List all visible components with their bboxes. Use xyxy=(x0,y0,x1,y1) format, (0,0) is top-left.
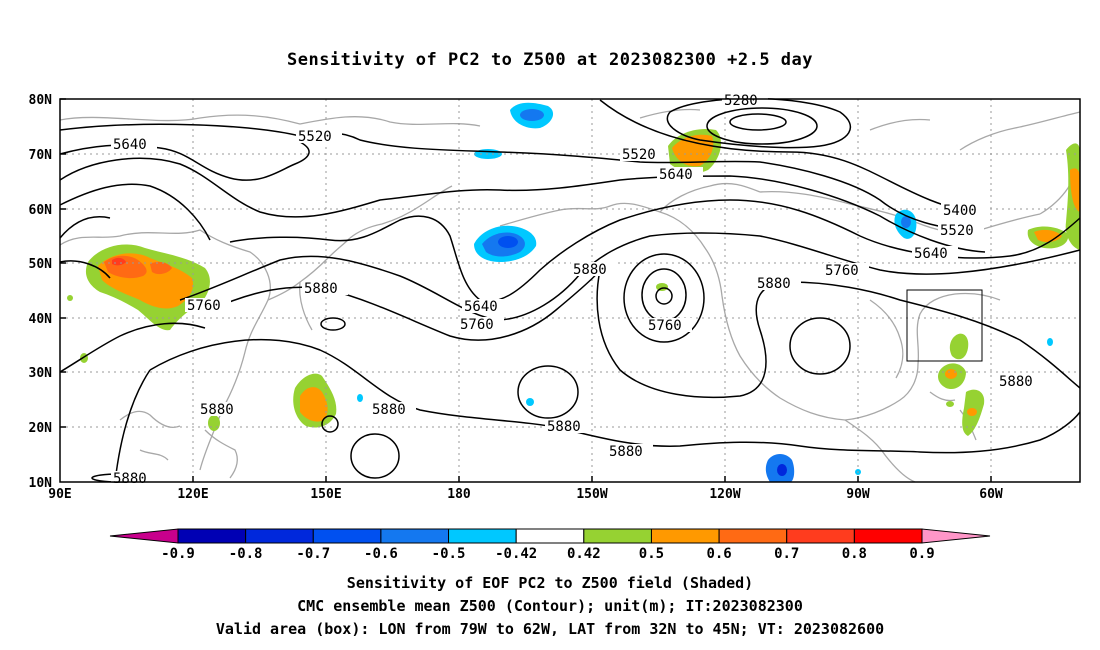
axis-ticks xyxy=(60,98,992,482)
footer-caption-valid-area: Valid area (box): LON from 79W to 62W, L… xyxy=(215,620,885,638)
contour-labels: 5280 5520 5520 5640 5640 5400 5520 5640 … xyxy=(111,93,1043,487)
colorbar-swatch xyxy=(718,528,788,544)
colorbar-tick-label: 0.5 xyxy=(639,546,664,562)
colorbar-tick-label: -0.7 xyxy=(296,546,330,562)
lon-label: 150W xyxy=(576,487,607,502)
contour-label: 5520 xyxy=(940,223,974,239)
footer-caption-shading: Sensitivity of EOF PC2 to Z500 field (Sh… xyxy=(346,574,754,592)
colorbar-swatch xyxy=(650,528,720,544)
lon-labels: 90E 120E 150E 180 150W 120W 90W 60W xyxy=(48,487,1003,502)
colorbar-swatch xyxy=(380,528,450,544)
map-frame xyxy=(59,98,1081,483)
gridlines xyxy=(60,99,1080,482)
contour-label: 5760 xyxy=(460,317,494,333)
contour-label: 5880 xyxy=(304,281,338,297)
map-panel: 5280 5520 5520 5640 5640 5400 5520 5640 … xyxy=(29,93,1081,502)
colorbar-tick-label: 0.42 xyxy=(567,546,601,562)
colorbar-tick-label: 0.7 xyxy=(774,546,799,562)
contour-label: 5880 xyxy=(573,262,607,278)
lat-label: 70N xyxy=(29,148,53,163)
lat-label: 60N xyxy=(29,203,53,218)
colorbar-arrow-low xyxy=(109,528,179,544)
contour-label: 5520 xyxy=(298,129,332,145)
lat-label: 30N xyxy=(29,366,53,381)
lon-label: 90W xyxy=(846,487,870,502)
colorbar-tick-label: -0.42 xyxy=(495,546,537,562)
lon-label: 150E xyxy=(310,487,341,502)
lon-label: 60W xyxy=(979,487,1003,502)
colorbar-tick-label: -0.9 xyxy=(161,546,195,562)
coastlines xyxy=(59,108,1081,483)
contour-label: 5880 xyxy=(757,276,791,292)
colorbar-arrow-high xyxy=(921,528,991,544)
colorbar-swatch xyxy=(583,528,652,544)
map-title: Sensitivity of PC2 to Z500 at 2023082300… xyxy=(286,50,813,70)
colorbar-tick-label: 0.9 xyxy=(909,546,934,562)
contour-label: 5520 xyxy=(622,147,656,163)
colorbar-tick-label: -0.8 xyxy=(229,546,263,562)
contour-label: 5400 xyxy=(943,203,977,219)
colorbar-swatch xyxy=(177,528,247,544)
contour-label: 5880 xyxy=(547,419,581,435)
lon-label: 120W xyxy=(709,487,740,502)
colorbar-swatch xyxy=(245,528,314,544)
contour-label: 5640 xyxy=(113,137,147,153)
lat-label: 10N xyxy=(29,476,53,491)
colorbar: -0.9 -0.8 -0.7 -0.6 -0.5 -0.42 0.42 0.5 0.6 0.7 0.… xyxy=(109,528,991,562)
contour-label: 5880 xyxy=(113,471,147,487)
lon-label: 90E xyxy=(48,487,71,502)
lat-label: 50N xyxy=(29,257,53,272)
colorbar-tick-label: 0.6 xyxy=(706,546,731,562)
contour-label: 5640 xyxy=(914,246,948,262)
lat-labels: 80N 70N 60N 50N 40N 30N 20N 10N xyxy=(29,93,53,491)
colorbar-swatch xyxy=(515,528,585,544)
lat-label: 80N xyxy=(29,93,53,108)
contour-label: 5640 xyxy=(659,167,693,183)
contour-label: 5880 xyxy=(609,444,643,460)
contour-label: 5760 xyxy=(648,318,682,334)
lat-label: 20N xyxy=(29,421,53,436)
contour-label: 5880 xyxy=(200,402,234,418)
contour-label: 5880 xyxy=(372,402,406,418)
colorbar-swatch xyxy=(786,528,855,544)
colorbar-tick-label: 0.8 xyxy=(842,546,867,562)
colorbar-tick-label: -0.6 xyxy=(364,546,398,562)
contour-label: 5640 xyxy=(464,299,498,315)
lon-label: 120E xyxy=(177,487,208,502)
contour-label: 5880 xyxy=(999,374,1033,390)
colorbar-tick-label: -0.5 xyxy=(432,546,466,562)
valid-area-box xyxy=(906,289,983,362)
contour-label: 5760 xyxy=(825,263,859,279)
footer-caption-contour: CMC ensemble mean Z500 (Contour); unit(m… xyxy=(297,597,803,615)
lon-label: 180 xyxy=(447,487,471,502)
colorbar-swatch xyxy=(853,528,923,544)
contour-label: 5280 xyxy=(724,93,758,109)
colorbar-swatch xyxy=(312,528,382,544)
contour-label: 5760 xyxy=(187,298,221,314)
lat-label: 40N xyxy=(29,312,53,327)
sensitivity-shading xyxy=(67,102,1080,482)
colorbar-swatch xyxy=(448,528,517,544)
